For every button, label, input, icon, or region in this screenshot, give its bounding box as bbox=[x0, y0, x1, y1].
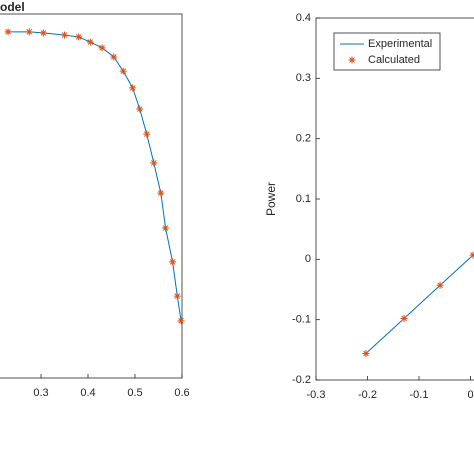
point-marker bbox=[177, 317, 185, 325]
y-tick-label: -0.1 bbox=[292, 314, 311, 326]
point-marker bbox=[110, 53, 118, 61]
point-marker bbox=[173, 292, 181, 300]
legend-swatch bbox=[348, 56, 356, 64]
y-tick-label: 0.1 bbox=[296, 193, 311, 205]
plot-frame bbox=[315, 17, 474, 381]
y-tick-label: 0.4 bbox=[296, 12, 311, 24]
legend-label: Calculated bbox=[368, 54, 420, 66]
legend-label: Experimental bbox=[368, 38, 432, 50]
series-line bbox=[8, 31, 182, 321]
point-marker bbox=[119, 67, 127, 75]
point-marker bbox=[150, 159, 158, 167]
point-marker bbox=[129, 84, 137, 92]
point-marker bbox=[75, 33, 83, 41]
point-marker bbox=[469, 251, 474, 259]
point-marker bbox=[98, 44, 106, 52]
x-tick-label: 0.3 bbox=[33, 387, 48, 399]
point-marker bbox=[400, 314, 408, 322]
point-marker bbox=[157, 189, 165, 197]
x-tick-label: -0.1 bbox=[410, 389, 429, 401]
point-marker bbox=[86, 38, 94, 46]
y-axis-label: Power bbox=[264, 182, 278, 216]
point-marker bbox=[362, 349, 370, 357]
x-tick-label: 0 bbox=[467, 389, 473, 401]
legend: Experimental Calculated bbox=[333, 32, 441, 71]
point-marker bbox=[436, 281, 444, 289]
x-tick-label: 0.6 bbox=[174, 387, 189, 399]
plot-frame bbox=[0, 13, 183, 379]
y-tick-label: -0.2 bbox=[292, 374, 311, 386]
point-marker bbox=[169, 258, 177, 266]
y-tick-label: 0.2 bbox=[296, 133, 311, 145]
legend-box bbox=[333, 32, 441, 71]
point-marker bbox=[61, 31, 68, 39]
y-tick-label: 0 bbox=[305, 253, 311, 265]
y-tick-label: 0.3 bbox=[296, 72, 311, 84]
series-line bbox=[365, 254, 474, 354]
point-marker bbox=[162, 224, 170, 232]
x-tick-label: 0.4 bbox=[80, 387, 95, 399]
chart-title: odel bbox=[0, 0, 25, 14]
point-marker bbox=[136, 105, 144, 113]
point-marker bbox=[39, 29, 47, 37]
x-tick-label: -0.3 bbox=[307, 389, 326, 401]
point-marker bbox=[4, 28, 12, 36]
x-tick-label: -0.2 bbox=[358, 389, 377, 401]
point-marker bbox=[25, 28, 33, 36]
point-marker bbox=[143, 130, 151, 138]
x-tick-label: 0.5 bbox=[127, 387, 142, 399]
